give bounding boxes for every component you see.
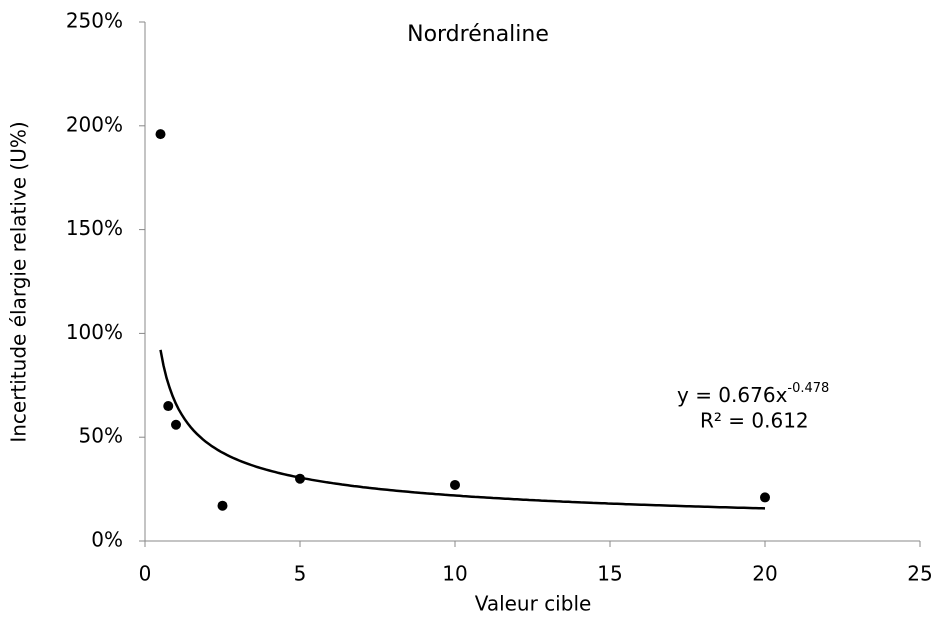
x-tick-label: 20 (752, 562, 777, 586)
data-point (155, 129, 166, 140)
equation-text: y = 0.676x (677, 383, 788, 407)
y-tick-label: 250% (66, 9, 123, 33)
y-tick-label: 200% (66, 112, 123, 136)
trend-equation: y = 0.676x-0.478 (677, 381, 829, 407)
data-point (295, 473, 305, 484)
y-tick-label: 150% (66, 216, 123, 240)
y-tick-label: 0% (91, 528, 123, 552)
data-point (760, 492, 770, 503)
data-point (450, 479, 460, 490)
y-tick-label: 50% (79, 424, 123, 448)
x-tick-label: 5 (294, 562, 307, 586)
y-tick-label: 100% (66, 320, 123, 344)
x-tick-label: 15 (597, 562, 622, 586)
x-axis-label: Valeur cible (475, 592, 592, 616)
x-tick-label: 10 (442, 562, 467, 586)
trend-r-squared: R² = 0.612 (700, 409, 809, 433)
data-point (171, 419, 181, 430)
data-point (163, 401, 174, 412)
x-tick-label: 0 (139, 562, 152, 586)
y-axis-label: Incertitude élargie relative (U%) (7, 121, 31, 442)
data-point (217, 500, 228, 511)
x-tick-label: 25 (907, 562, 932, 586)
equation-exponent: -0.478 (787, 381, 829, 396)
trendline (159, 349, 766, 510)
chart-title: Nordrénaline (407, 22, 549, 47)
